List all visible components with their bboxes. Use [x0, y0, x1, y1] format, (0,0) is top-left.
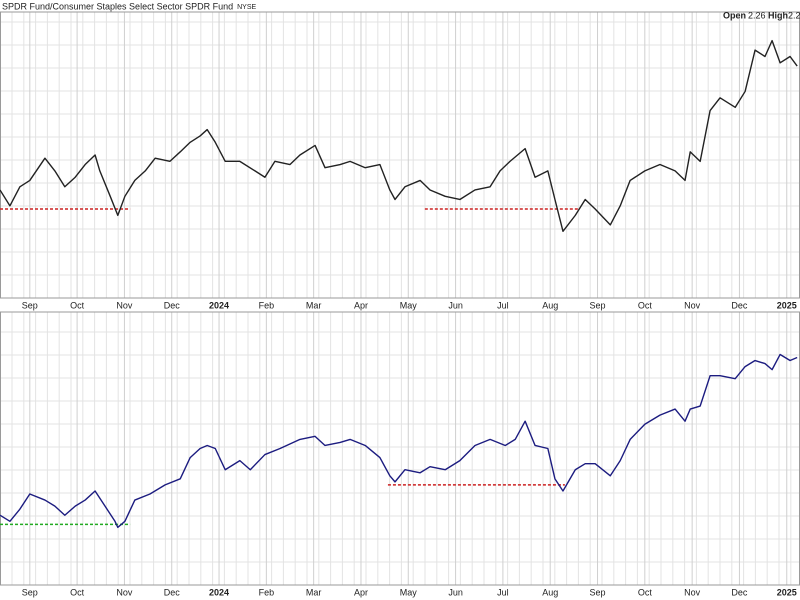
panel-frame	[0, 311, 800, 586]
x-tick-label: Jul	[497, 300, 509, 310]
x-tick-label: Aug	[542, 587, 558, 597]
x-tick-label: Dec	[731, 587, 748, 597]
price-line	[0, 353, 798, 529]
x-tick-label: Oct	[70, 587, 85, 597]
x-tick-label: Oct	[638, 587, 653, 597]
x-tick-label: Mar	[306, 300, 322, 310]
panel: Sep Oct Nov Dec 2024 Feb Mar Apr May Jun Jul Aug Sep…	[0, 311, 800, 597]
x-tick-label: 2025	[777, 300, 797, 310]
x-tick-label: Jun	[448, 300, 463, 310]
x-tick-label: Nov	[684, 300, 701, 310]
panel-frame	[0, 11, 800, 299]
x-tick-label: Aug	[542, 300, 558, 310]
x-tick-label: Dec	[164, 587, 181, 597]
x-tick-label: Jul	[497, 587, 509, 597]
high-value: 2.2	[788, 10, 800, 20]
x-tick-label: May	[400, 587, 418, 597]
x-tick-label: Nov	[116, 300, 133, 310]
exchange: NYSE	[237, 4, 256, 11]
x-tick-label: Jun	[448, 587, 463, 597]
x-tick-label: Sep	[590, 587, 606, 597]
x-tick-label: Feb	[259, 587, 275, 597]
x-tick-label: Nov	[684, 587, 701, 597]
open-value: 2.26	[748, 10, 766, 20]
x-tick-label: 2024	[209, 587, 229, 597]
x-tick-label: Nov	[116, 587, 133, 597]
x-tick-label: Mar	[306, 587, 322, 597]
x-tick-label: 2024	[209, 300, 229, 310]
panel: Sep Oct Nov Dec 2024 Feb Mar Apr May Jun Jul Aug Sep…	[0, 11, 800, 310]
open-label: Open	[723, 10, 746, 20]
x-tick-label: May	[400, 300, 418, 310]
x-tick-label: Dec	[164, 300, 181, 310]
x-tick-label: Sep	[22, 300, 38, 310]
x-tick-label: Dec	[731, 300, 748, 310]
chart-title: SPDR Fund/Consumer Staples Select Sector…	[2, 1, 233, 11]
x-tick-label: 2025	[777, 587, 797, 597]
x-tick-label: Oct	[638, 300, 653, 310]
high-label: High	[768, 10, 788, 20]
x-tick-label: Sep	[590, 300, 606, 310]
x-tick-label: Apr	[354, 587, 368, 597]
x-tick-label: Feb	[259, 300, 275, 310]
x-tick-label: Apr	[354, 300, 368, 310]
x-tick-label: Oct	[70, 300, 85, 310]
x-tick-label: Sep	[22, 587, 38, 597]
price-line	[0, 39, 798, 232]
